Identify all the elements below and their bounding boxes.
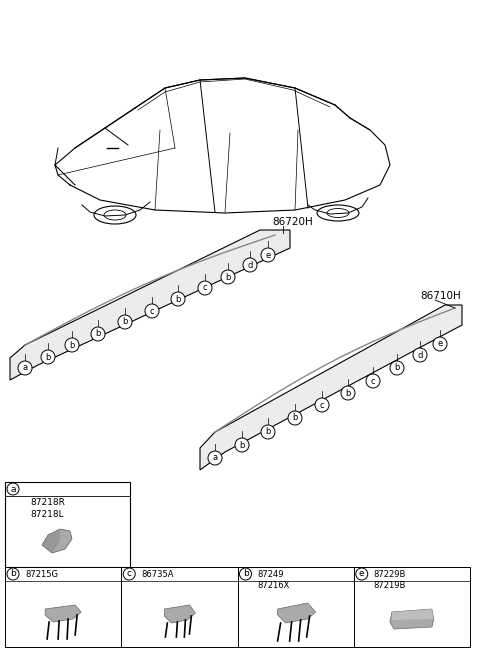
Circle shape: [413, 348, 427, 362]
Circle shape: [221, 270, 235, 284]
Circle shape: [261, 248, 275, 262]
Polygon shape: [42, 529, 60, 553]
Text: b: b: [265, 428, 271, 436]
Text: d: d: [247, 260, 252, 269]
Circle shape: [240, 568, 252, 580]
Circle shape: [366, 374, 380, 388]
Text: c: c: [127, 570, 132, 579]
Circle shape: [433, 337, 447, 351]
Text: b: b: [225, 273, 231, 281]
Circle shape: [288, 411, 302, 425]
Text: a: a: [23, 363, 27, 373]
Polygon shape: [200, 305, 462, 470]
Circle shape: [145, 304, 159, 318]
Text: a: a: [213, 453, 217, 463]
Text: b: b: [240, 440, 245, 449]
Polygon shape: [392, 609, 434, 620]
Circle shape: [41, 350, 55, 364]
Polygon shape: [10, 230, 290, 380]
Circle shape: [341, 386, 355, 400]
Bar: [121, 567, 238, 647]
Text: c: c: [203, 284, 207, 292]
Text: b: b: [122, 317, 128, 327]
Text: b: b: [96, 330, 101, 338]
Circle shape: [65, 338, 79, 352]
Text: e: e: [359, 570, 365, 579]
Polygon shape: [164, 605, 195, 623]
Circle shape: [118, 315, 132, 329]
Text: c: c: [320, 401, 324, 409]
Circle shape: [315, 398, 329, 412]
Bar: [5, 482, 130, 567]
Text: 87215G: 87215G: [25, 570, 58, 579]
Text: 86720H: 86720H: [272, 217, 313, 227]
Circle shape: [171, 292, 185, 306]
Polygon shape: [42, 529, 72, 553]
Circle shape: [198, 281, 212, 295]
Circle shape: [7, 568, 19, 580]
Text: b: b: [175, 294, 180, 304]
Circle shape: [208, 451, 222, 465]
Text: b: b: [242, 570, 248, 579]
Text: a: a: [10, 484, 16, 493]
Circle shape: [123, 568, 135, 580]
Circle shape: [261, 425, 275, 439]
Text: b: b: [69, 340, 75, 350]
Circle shape: [7, 483, 19, 495]
Text: e: e: [437, 340, 443, 348]
Text: 86710H: 86710H: [420, 291, 461, 301]
Circle shape: [91, 327, 105, 341]
Polygon shape: [390, 609, 434, 629]
Circle shape: [18, 361, 32, 375]
Circle shape: [356, 568, 368, 580]
Polygon shape: [277, 603, 316, 623]
Circle shape: [390, 361, 404, 375]
Text: 86735A: 86735A: [141, 570, 174, 579]
Text: b: b: [45, 353, 51, 361]
Text: b: b: [10, 570, 16, 579]
Text: e: e: [265, 250, 271, 260]
Text: c: c: [371, 376, 375, 386]
Bar: [5, 567, 121, 647]
Circle shape: [243, 258, 257, 272]
Polygon shape: [45, 605, 81, 622]
Text: 87249
87216X: 87249 87216X: [257, 570, 290, 590]
Bar: [354, 567, 470, 647]
Text: c: c: [150, 307, 154, 315]
Circle shape: [235, 438, 249, 452]
Text: b: b: [292, 413, 298, 422]
Text: b: b: [345, 388, 351, 397]
Text: 87229B
87219B: 87229B 87219B: [374, 570, 406, 590]
Text: b: b: [394, 363, 400, 373]
Bar: [238, 567, 354, 647]
Text: d: d: [417, 350, 423, 359]
Text: 87218R
87218L: 87218R 87218L: [30, 498, 65, 519]
